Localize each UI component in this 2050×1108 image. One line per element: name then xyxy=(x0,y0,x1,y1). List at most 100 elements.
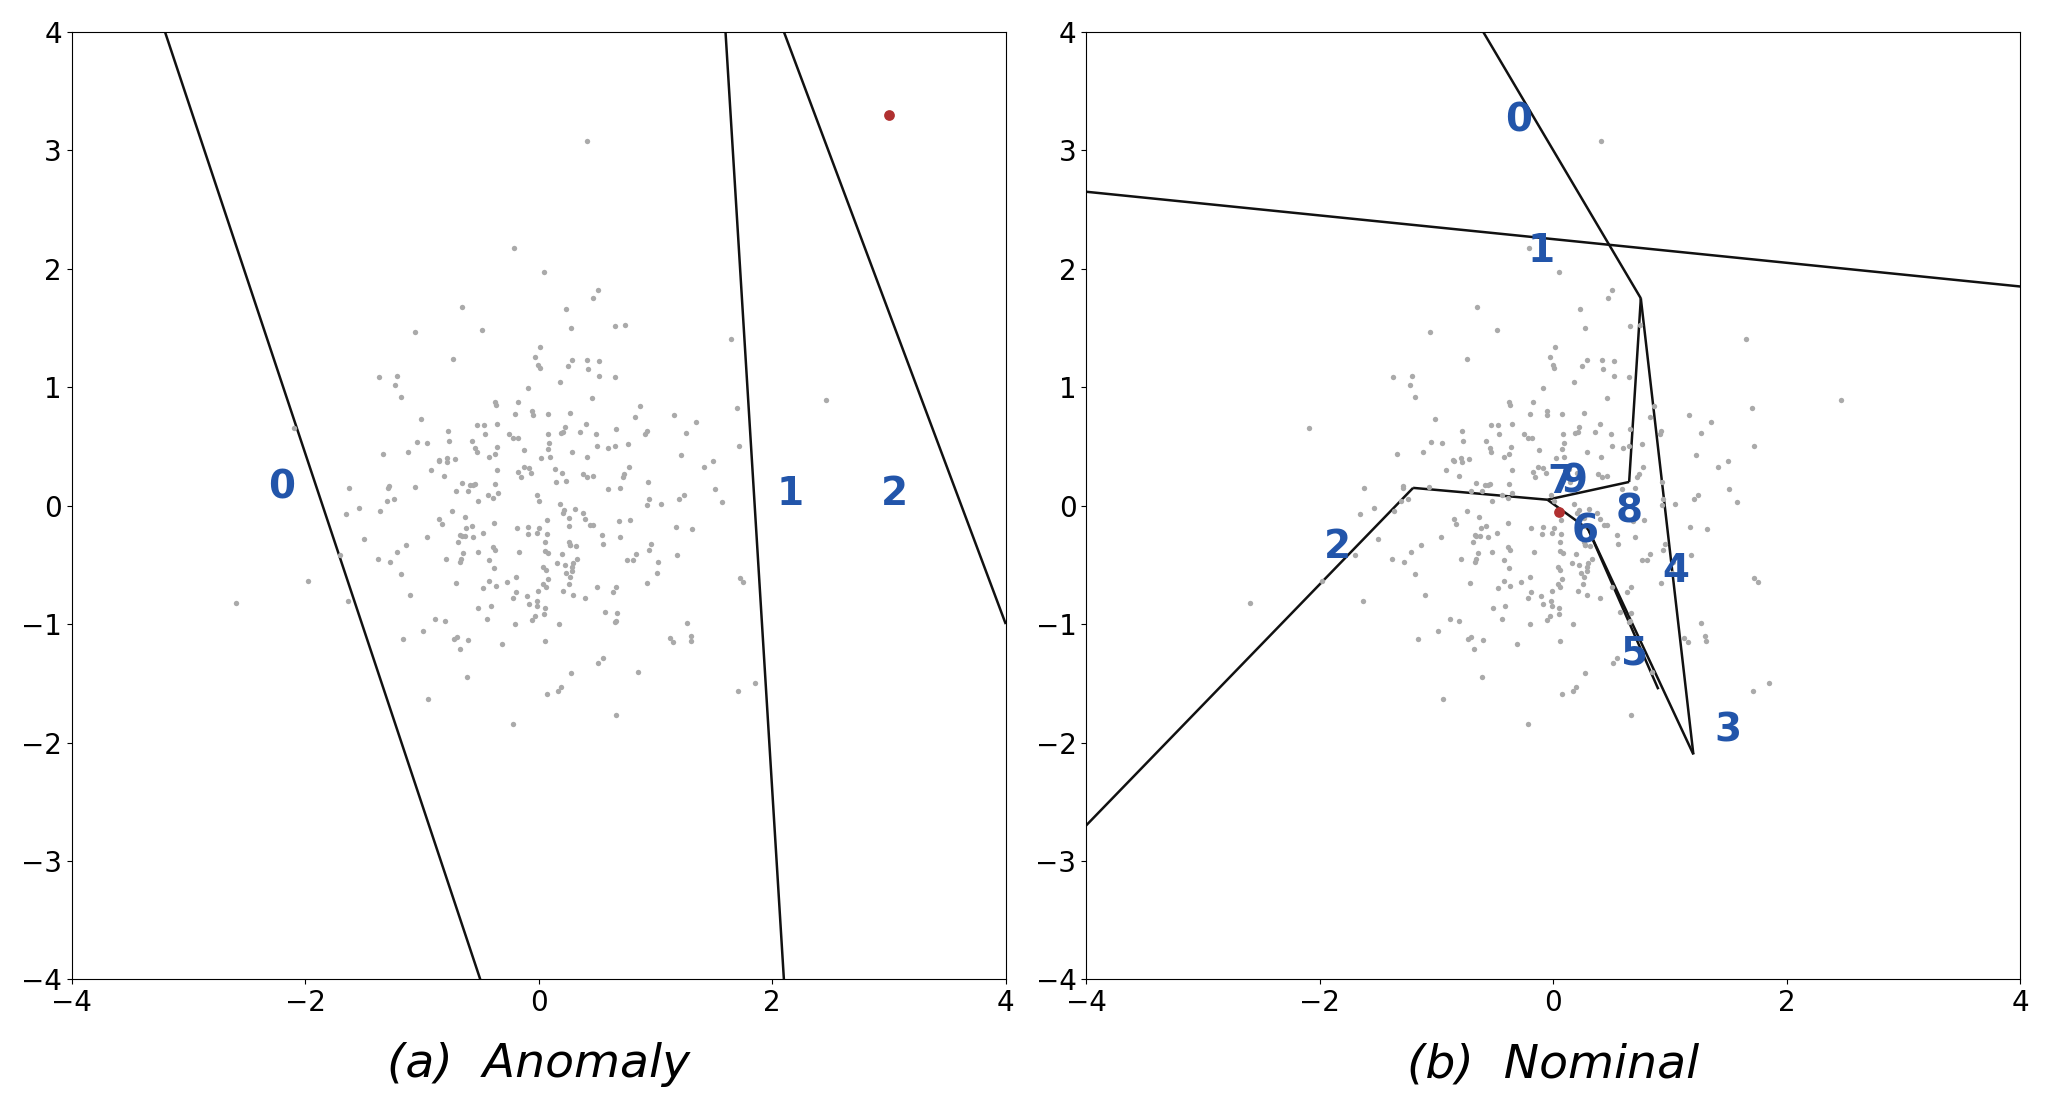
Point xyxy=(1492,514,1525,532)
Point xyxy=(1464,520,1496,537)
Point xyxy=(1396,367,1429,384)
Point xyxy=(640,564,672,582)
Point xyxy=(1429,461,1462,479)
Point xyxy=(617,552,650,570)
Point xyxy=(1566,357,1599,375)
Point xyxy=(1591,468,1624,485)
Point xyxy=(1511,715,1544,732)
Point xyxy=(1615,604,1648,622)
Point xyxy=(461,543,494,561)
Point xyxy=(1702,459,1734,476)
Point xyxy=(1408,586,1441,604)
Point xyxy=(529,533,562,551)
Point xyxy=(512,595,545,613)
Point xyxy=(373,554,406,572)
Point xyxy=(1492,558,1525,576)
Point xyxy=(1531,407,1564,424)
Point xyxy=(1628,511,1660,529)
Point xyxy=(609,316,642,334)
Point xyxy=(1646,491,1679,509)
Point xyxy=(1494,541,1527,558)
Point xyxy=(1607,439,1640,456)
Point xyxy=(1568,536,1601,554)
Point xyxy=(1468,476,1501,494)
Point xyxy=(1437,511,1470,529)
Point xyxy=(1556,683,1589,700)
Point xyxy=(400,433,433,451)
Point xyxy=(1476,416,1509,433)
Point xyxy=(1546,525,1578,543)
Point xyxy=(1691,521,1724,538)
Point xyxy=(1535,485,1568,503)
Point xyxy=(510,587,543,605)
Point xyxy=(422,452,455,470)
Point xyxy=(1398,389,1431,407)
Point xyxy=(1622,465,1654,483)
Point xyxy=(500,583,533,601)
Point xyxy=(400,324,433,341)
Point xyxy=(1644,425,1677,443)
Point xyxy=(332,479,365,496)
Point xyxy=(445,527,478,545)
Point xyxy=(1566,509,1599,526)
Point xyxy=(529,632,562,649)
Point xyxy=(1591,389,1624,407)
Point xyxy=(517,612,549,629)
Point xyxy=(480,416,512,433)
Point xyxy=(603,527,636,545)
Point xyxy=(1470,432,1503,450)
Point xyxy=(1535,357,1568,375)
Point xyxy=(1529,464,1562,482)
Point xyxy=(543,615,576,633)
Point xyxy=(1388,554,1421,572)
Point xyxy=(504,469,537,486)
Point xyxy=(1589,516,1622,534)
Point xyxy=(398,479,430,496)
Point xyxy=(523,359,556,377)
Point xyxy=(1414,324,1447,341)
Point xyxy=(1613,317,1646,335)
Point xyxy=(570,589,603,607)
Point xyxy=(1538,359,1570,377)
Point xyxy=(582,352,615,370)
Point xyxy=(873,106,906,124)
Point xyxy=(660,519,693,536)
Point xyxy=(1605,481,1638,499)
Point xyxy=(1466,668,1499,686)
Point xyxy=(633,491,666,509)
Point xyxy=(455,517,488,535)
Point xyxy=(599,317,631,335)
Point xyxy=(574,516,607,534)
Point xyxy=(521,597,554,615)
Point xyxy=(521,582,554,599)
Point xyxy=(681,413,713,431)
Point xyxy=(1472,527,1505,545)
Point xyxy=(580,425,613,443)
Point xyxy=(1542,575,1574,593)
Point xyxy=(1386,478,1419,495)
Point xyxy=(1560,504,1593,522)
Point xyxy=(1572,554,1605,572)
Point xyxy=(529,542,562,560)
Point xyxy=(570,448,603,465)
Point xyxy=(1361,530,1394,547)
Point xyxy=(1714,480,1747,497)
Point xyxy=(629,425,662,443)
Point xyxy=(394,586,426,604)
Point xyxy=(556,586,588,604)
Point xyxy=(1515,519,1548,536)
Point xyxy=(430,453,463,471)
Point xyxy=(564,423,597,441)
Point xyxy=(572,360,605,378)
Point xyxy=(1425,529,1458,546)
Point xyxy=(1548,448,1581,465)
Point xyxy=(613,458,646,475)
Text: 9: 9 xyxy=(1560,463,1589,501)
Point xyxy=(1613,614,1646,632)
Point xyxy=(1476,492,1509,510)
Point xyxy=(1445,453,1478,471)
Point xyxy=(392,443,424,461)
Point xyxy=(547,583,580,601)
Point xyxy=(1656,553,1689,571)
Point xyxy=(722,437,754,454)
